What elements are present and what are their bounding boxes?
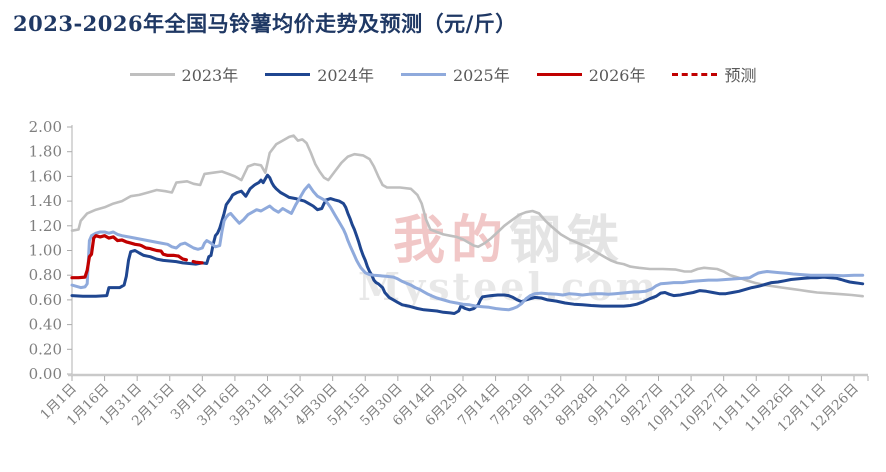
legend-label-2026: 2026年 bbox=[588, 66, 646, 85]
y-axis-label: 0.00 bbox=[29, 365, 62, 383]
y-axis-label: 1.80 bbox=[29, 143, 62, 161]
series-2024-line bbox=[70, 173, 865, 315]
legend-item-2023: 2023年 bbox=[129, 62, 239, 86]
legend-line-forecast bbox=[672, 72, 718, 76]
series-2025-line bbox=[70, 183, 865, 312]
page-title: 2023-2026年全国马铃薯均价走势及预测（元/斤） bbox=[13, 11, 517, 36]
legend-label-2025: 2025年 bbox=[452, 66, 510, 85]
y-axis-label: 2.00 bbox=[29, 118, 62, 136]
y-axis-label: 1.60 bbox=[29, 167, 62, 185]
legend-item-2026: 2026年 bbox=[536, 62, 646, 86]
legend-label-2023: 2023年 bbox=[181, 66, 239, 85]
legend-item-forecast: 预测 bbox=[672, 62, 756, 86]
legend-line-2023 bbox=[129, 72, 175, 76]
series-forecast-line bbox=[176, 254, 204, 265]
legend-item-2024: 2024年 bbox=[265, 62, 374, 86]
y-axis-label: 0.80 bbox=[29, 266, 62, 284]
y-axis-label: 0.60 bbox=[29, 291, 62, 309]
y-axis-label: 0.40 bbox=[29, 316, 62, 334]
y-axis-label: 1.00 bbox=[29, 242, 62, 260]
legend-line-2024 bbox=[265, 72, 311, 76]
y-axis-label: 1.40 bbox=[29, 192, 62, 210]
y-axis-label: 0.20 bbox=[29, 340, 62, 358]
legend-label-forecast: 预测 bbox=[724, 66, 757, 85]
legend-item-2025: 2025年 bbox=[400, 62, 510, 86]
legend-line-2026 bbox=[536, 72, 582, 76]
watermark-cn: 我的钢铁 bbox=[393, 210, 625, 271]
series-2026-line bbox=[70, 234, 180, 280]
legend: 2023年 2024年 2025年 2026年 预测 bbox=[0, 62, 886, 86]
y-axis-label: 1.20 bbox=[29, 217, 62, 235]
legend-line-2025 bbox=[400, 72, 446, 76]
series-2023-line bbox=[70, 134, 865, 298]
watermark-en: Mysteel.com bbox=[358, 264, 659, 309]
legend-label-2024: 2024年 bbox=[317, 66, 374, 85]
